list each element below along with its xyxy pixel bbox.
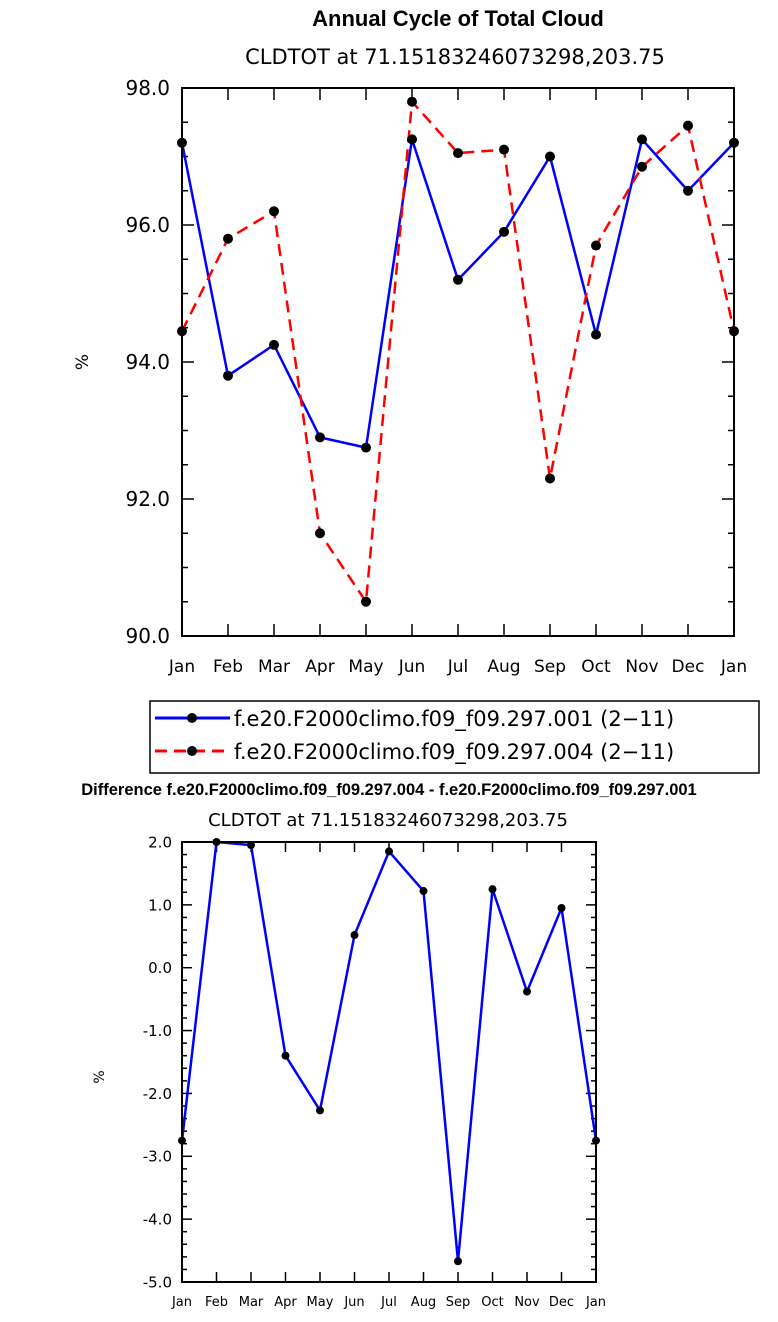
x-tick-label: May (348, 657, 383, 677)
x-tick-label: Sep (446, 1295, 471, 1310)
y-tick-label: 90.0 (125, 624, 170, 648)
data-point (499, 226, 509, 237)
x-tick-label: Nov (625, 657, 658, 677)
chart2-subtitle: CLDTOT at 71.15183246073298,203.75 (208, 810, 568, 831)
x-tick-label: Jan (168, 657, 195, 677)
data-point (315, 528, 325, 539)
data-point (453, 148, 463, 159)
data-point (407, 96, 417, 107)
data-point (350, 931, 359, 940)
chart1-subtitle: CLDTOT at 71.15183246073298,203.75 (245, 45, 665, 69)
y-tick-label: 0.0 (148, 959, 172, 977)
x-tick-label: Dec (549, 1295, 574, 1310)
chart2-plot-frame (181, 841, 597, 1283)
y-tick-label: 2.0 (148, 833, 172, 851)
y-tick-label: 92.0 (125, 487, 170, 511)
y-tick-label: -3.0 (143, 1148, 172, 1166)
chart2-series (178, 838, 600, 1266)
chart1-series (177, 96, 739, 607)
x-tick-label: Jun (398, 657, 426, 677)
chart2-ylabel: % (92, 1070, 108, 1083)
x-tick-label: Jan (720, 657, 747, 677)
annual-cycle-chart: Annual Cycle of Total Cloud CLDTOT at 71… (73, 6, 760, 774)
chart1-legend: f.e20.F2000climo.f09_f09.297.001 (2−11) … (149, 700, 760, 774)
y-tick-label: -4.0 (143, 1211, 172, 1229)
data-point (247, 841, 255, 850)
y-tick-label: -1.0 (143, 1022, 172, 1040)
x-tick-label: Feb (205, 1295, 228, 1310)
x-tick-label: Oct (481, 1295, 503, 1310)
x-tick-label: Jan (585, 1295, 606, 1310)
x-tick-label: Dec (672, 657, 705, 677)
x-tick-label: Mar (239, 1295, 264, 1310)
x-tick-label: Apr (274, 1295, 297, 1310)
x-tick-label: Feb (213, 657, 243, 677)
data-point (637, 161, 647, 172)
x-tick-label: Jul (447, 657, 469, 677)
legend-label-series-1: f.e20.F2000climo.f09_f09.297.001 (2−11) (234, 707, 674, 732)
data-point (223, 233, 233, 244)
data-point (545, 473, 555, 484)
data-point (454, 1257, 462, 1266)
x-tick-label: Aug (411, 1295, 436, 1310)
chart1-ylabel: % (73, 354, 93, 370)
chart1-axes: 90.0 92.0 94.0 96.0 98.0 Jan Feb Mar Apr May Jun Ju… (125, 76, 747, 677)
series-line-1 (180, 138, 735, 449)
y-tick-label: 96.0 (125, 213, 170, 237)
data-point (385, 847, 393, 856)
legend-marker-series-2 (187, 746, 197, 756)
x-tick-label: Nov (514, 1295, 540, 1310)
x-tick-label: Mar (258, 657, 290, 677)
data-point (683, 185, 693, 196)
x-tick-label: Jul (380, 1295, 397, 1310)
y-tick-label: 94.0 (125, 350, 170, 374)
legend-label-series-2: f.e20.F2000climo.f09_f09.297.004 (2−11) (234, 740, 674, 765)
data-point (281, 1051, 290, 1060)
y-tick-label: 98.0 (125, 76, 170, 100)
data-point (683, 120, 693, 131)
data-point (637, 134, 647, 145)
data-point (407, 134, 417, 145)
y-tick-label: 1.0 (148, 896, 172, 914)
data-point (523, 987, 531, 996)
data-point (419, 887, 428, 896)
data-point (591, 329, 601, 340)
data-point (269, 206, 279, 217)
chart1-plot-frame (181, 87, 735, 637)
x-tick-label: Oct (581, 657, 611, 677)
legend-box (149, 700, 760, 774)
x-tick-label: Jun (343, 1295, 364, 1310)
data-point (499, 144, 509, 155)
series-line-1 (180, 840, 598, 1263)
chart1-title: Annual Cycle of Total Cloud (312, 6, 604, 31)
x-tick-label: Sep (534, 657, 566, 677)
data-point (557, 904, 566, 912)
data-point (223, 370, 233, 381)
chart2-title: Difference f.e20.F2000climo.f09_f09.297.… (81, 781, 696, 799)
data-point (545, 151, 555, 162)
data-point (361, 442, 371, 453)
x-tick-label: Apr (305, 657, 334, 677)
data-point (315, 432, 325, 443)
chart2-axes: -5.0 -4.0 -3.0 -2.0 -1.0 0.0 1.0 2.0 Jan Feb Mar Ap… (143, 833, 606, 1310)
difference-chart: Difference f.e20.F2000climo.f09_f09.297.… (81, 781, 696, 1310)
x-tick-label: May (307, 1295, 334, 1310)
data-point (488, 885, 497, 894)
x-tick-label: Jan (171, 1295, 192, 1310)
data-point (361, 596, 371, 607)
x-tick-label: Aug (487, 657, 520, 677)
y-tick-label: -5.0 (143, 1273, 172, 1291)
data-point (591, 240, 601, 251)
data-point (316, 1106, 324, 1115)
legend-marker-series-1 (187, 713, 197, 723)
y-tick-label: -2.0 (143, 1085, 172, 1103)
data-point (453, 274, 463, 285)
data-point (269, 339, 279, 350)
